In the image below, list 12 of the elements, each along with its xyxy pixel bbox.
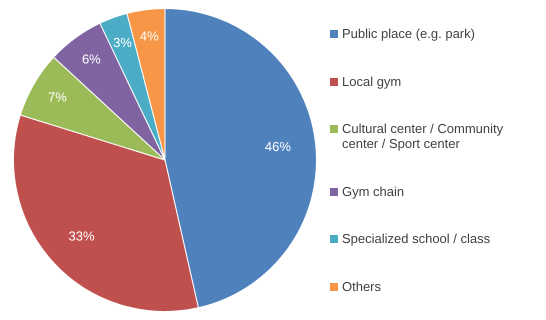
data-label: 7%: [48, 89, 68, 104]
data-label: 4%: [140, 28, 160, 44]
legend-label: Specialized school / class: [342, 231, 490, 246]
legend-label: Public place (e.g. park): [342, 26, 475, 42]
legend-label: Local gym: [342, 74, 402, 89]
data-label: 6%: [82, 52, 102, 67]
data-label: 3%: [113, 34, 132, 50]
data-label: 46%: [264, 138, 292, 154]
legend-label: Gym chain: [342, 184, 404, 199]
legend-label: Cultural center / Community center / Sport center: [342, 121, 504, 152]
data-label: 33%: [68, 228, 95, 244]
legend-label: Others: [342, 278, 382, 294]
